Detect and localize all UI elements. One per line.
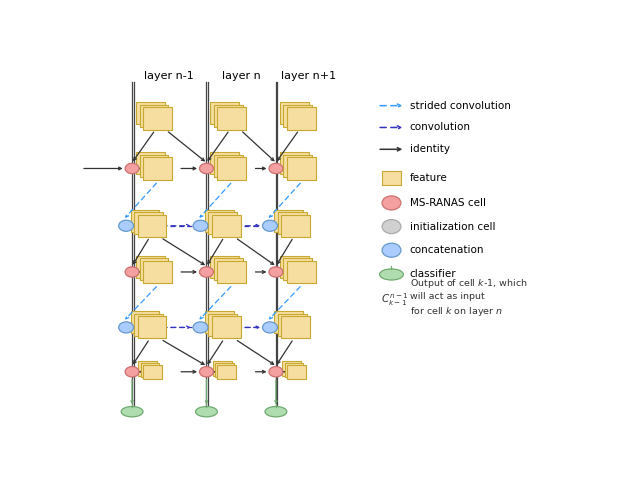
Text: layer n: layer n xyxy=(222,71,260,81)
FancyBboxPatch shape xyxy=(212,316,241,338)
FancyBboxPatch shape xyxy=(136,102,165,124)
Circle shape xyxy=(382,243,401,257)
Circle shape xyxy=(382,196,401,210)
FancyBboxPatch shape xyxy=(285,363,303,377)
Circle shape xyxy=(200,267,213,277)
FancyBboxPatch shape xyxy=(140,155,168,177)
FancyBboxPatch shape xyxy=(287,364,305,379)
Circle shape xyxy=(200,367,213,377)
FancyBboxPatch shape xyxy=(213,361,232,376)
FancyBboxPatch shape xyxy=(280,256,308,278)
Text: $C^{n}_{k-1}$: $C^{n}_{k-1}$ xyxy=(220,162,240,175)
FancyBboxPatch shape xyxy=(205,311,234,333)
FancyBboxPatch shape xyxy=(284,155,312,177)
Text: convolution: convolution xyxy=(410,122,471,132)
Text: identity: identity xyxy=(410,144,450,154)
FancyBboxPatch shape xyxy=(280,152,308,174)
FancyBboxPatch shape xyxy=(381,171,401,185)
FancyBboxPatch shape xyxy=(138,215,166,237)
FancyBboxPatch shape xyxy=(282,215,310,237)
FancyBboxPatch shape xyxy=(138,316,166,338)
FancyBboxPatch shape xyxy=(143,157,172,180)
FancyBboxPatch shape xyxy=(140,105,168,127)
FancyBboxPatch shape xyxy=(209,212,237,234)
FancyBboxPatch shape xyxy=(136,256,165,278)
FancyBboxPatch shape xyxy=(209,314,237,336)
FancyBboxPatch shape xyxy=(278,212,307,234)
Circle shape xyxy=(262,322,277,333)
FancyBboxPatch shape xyxy=(214,258,243,280)
FancyBboxPatch shape xyxy=(287,108,316,130)
FancyBboxPatch shape xyxy=(211,102,239,124)
FancyBboxPatch shape xyxy=(131,209,159,232)
Circle shape xyxy=(193,220,208,231)
Circle shape xyxy=(118,220,134,231)
Text: Output of cell $k$-$1$, which
will act as input
for cell $k$ on layer $n$: Output of cell $k$-$1$, which will act a… xyxy=(410,276,527,318)
Circle shape xyxy=(125,163,139,174)
FancyBboxPatch shape xyxy=(214,105,243,127)
FancyBboxPatch shape xyxy=(211,256,239,278)
Text: $C^{n-1}_{k-2}$: $C^{n-1}_{k-2}$ xyxy=(145,111,166,126)
Text: classifier: classifier xyxy=(410,269,456,279)
FancyBboxPatch shape xyxy=(141,363,159,377)
Circle shape xyxy=(269,367,283,377)
FancyBboxPatch shape xyxy=(218,364,236,379)
Text: layer n-1: layer n-1 xyxy=(145,71,194,81)
Text: layer n+1: layer n+1 xyxy=(280,71,336,81)
Ellipse shape xyxy=(265,407,287,417)
FancyBboxPatch shape xyxy=(284,258,312,280)
Text: $C^{n-1}_{k-1}$: $C^{n-1}_{k-1}$ xyxy=(381,291,408,308)
Text: $C^{n+1}_{k-1}$: $C^{n+1}_{k-1}$ xyxy=(289,161,310,176)
FancyBboxPatch shape xyxy=(280,102,308,124)
FancyBboxPatch shape xyxy=(205,209,234,232)
Text: $C^{n-1}_{k-1}$: $C^{n-1}_{k-1}$ xyxy=(145,161,166,176)
Text: initialization cell: initialization cell xyxy=(410,222,495,231)
Circle shape xyxy=(269,267,283,277)
FancyBboxPatch shape xyxy=(218,261,246,283)
Circle shape xyxy=(269,163,283,174)
FancyBboxPatch shape xyxy=(143,261,172,283)
FancyBboxPatch shape xyxy=(215,363,234,377)
FancyBboxPatch shape xyxy=(275,311,303,333)
FancyBboxPatch shape xyxy=(131,311,159,333)
Text: $C^{n+1}_{k-2}$: $C^{n+1}_{k-2}$ xyxy=(289,111,310,126)
FancyBboxPatch shape xyxy=(140,258,168,280)
FancyBboxPatch shape xyxy=(134,314,163,336)
FancyBboxPatch shape xyxy=(136,152,165,174)
Text: feature: feature xyxy=(410,173,447,183)
Ellipse shape xyxy=(380,269,403,280)
FancyBboxPatch shape xyxy=(143,364,162,379)
FancyBboxPatch shape xyxy=(214,155,243,177)
FancyBboxPatch shape xyxy=(287,157,316,180)
Circle shape xyxy=(262,220,277,231)
Text: strided convolution: strided convolution xyxy=(410,101,511,111)
FancyBboxPatch shape xyxy=(275,209,303,232)
Circle shape xyxy=(382,219,401,234)
Ellipse shape xyxy=(121,407,143,417)
FancyBboxPatch shape xyxy=(278,314,307,336)
FancyBboxPatch shape xyxy=(134,212,163,234)
FancyBboxPatch shape xyxy=(287,261,316,283)
FancyBboxPatch shape xyxy=(282,361,301,376)
Circle shape xyxy=(200,163,213,174)
FancyBboxPatch shape xyxy=(138,361,157,376)
FancyBboxPatch shape xyxy=(143,108,172,130)
FancyBboxPatch shape xyxy=(218,157,246,180)
Circle shape xyxy=(125,367,139,377)
Circle shape xyxy=(125,267,139,277)
FancyBboxPatch shape xyxy=(282,316,310,338)
Text: concatenation: concatenation xyxy=(410,245,484,255)
FancyBboxPatch shape xyxy=(211,152,239,174)
FancyBboxPatch shape xyxy=(212,215,241,237)
FancyBboxPatch shape xyxy=(284,105,312,127)
FancyBboxPatch shape xyxy=(218,108,246,130)
Text: $C^{n}_{k-2}$: $C^{n}_{k-2}$ xyxy=(220,112,240,125)
Text: MS-RANAS cell: MS-RANAS cell xyxy=(410,198,486,208)
Circle shape xyxy=(118,322,134,333)
Circle shape xyxy=(193,322,208,333)
Ellipse shape xyxy=(196,407,218,417)
